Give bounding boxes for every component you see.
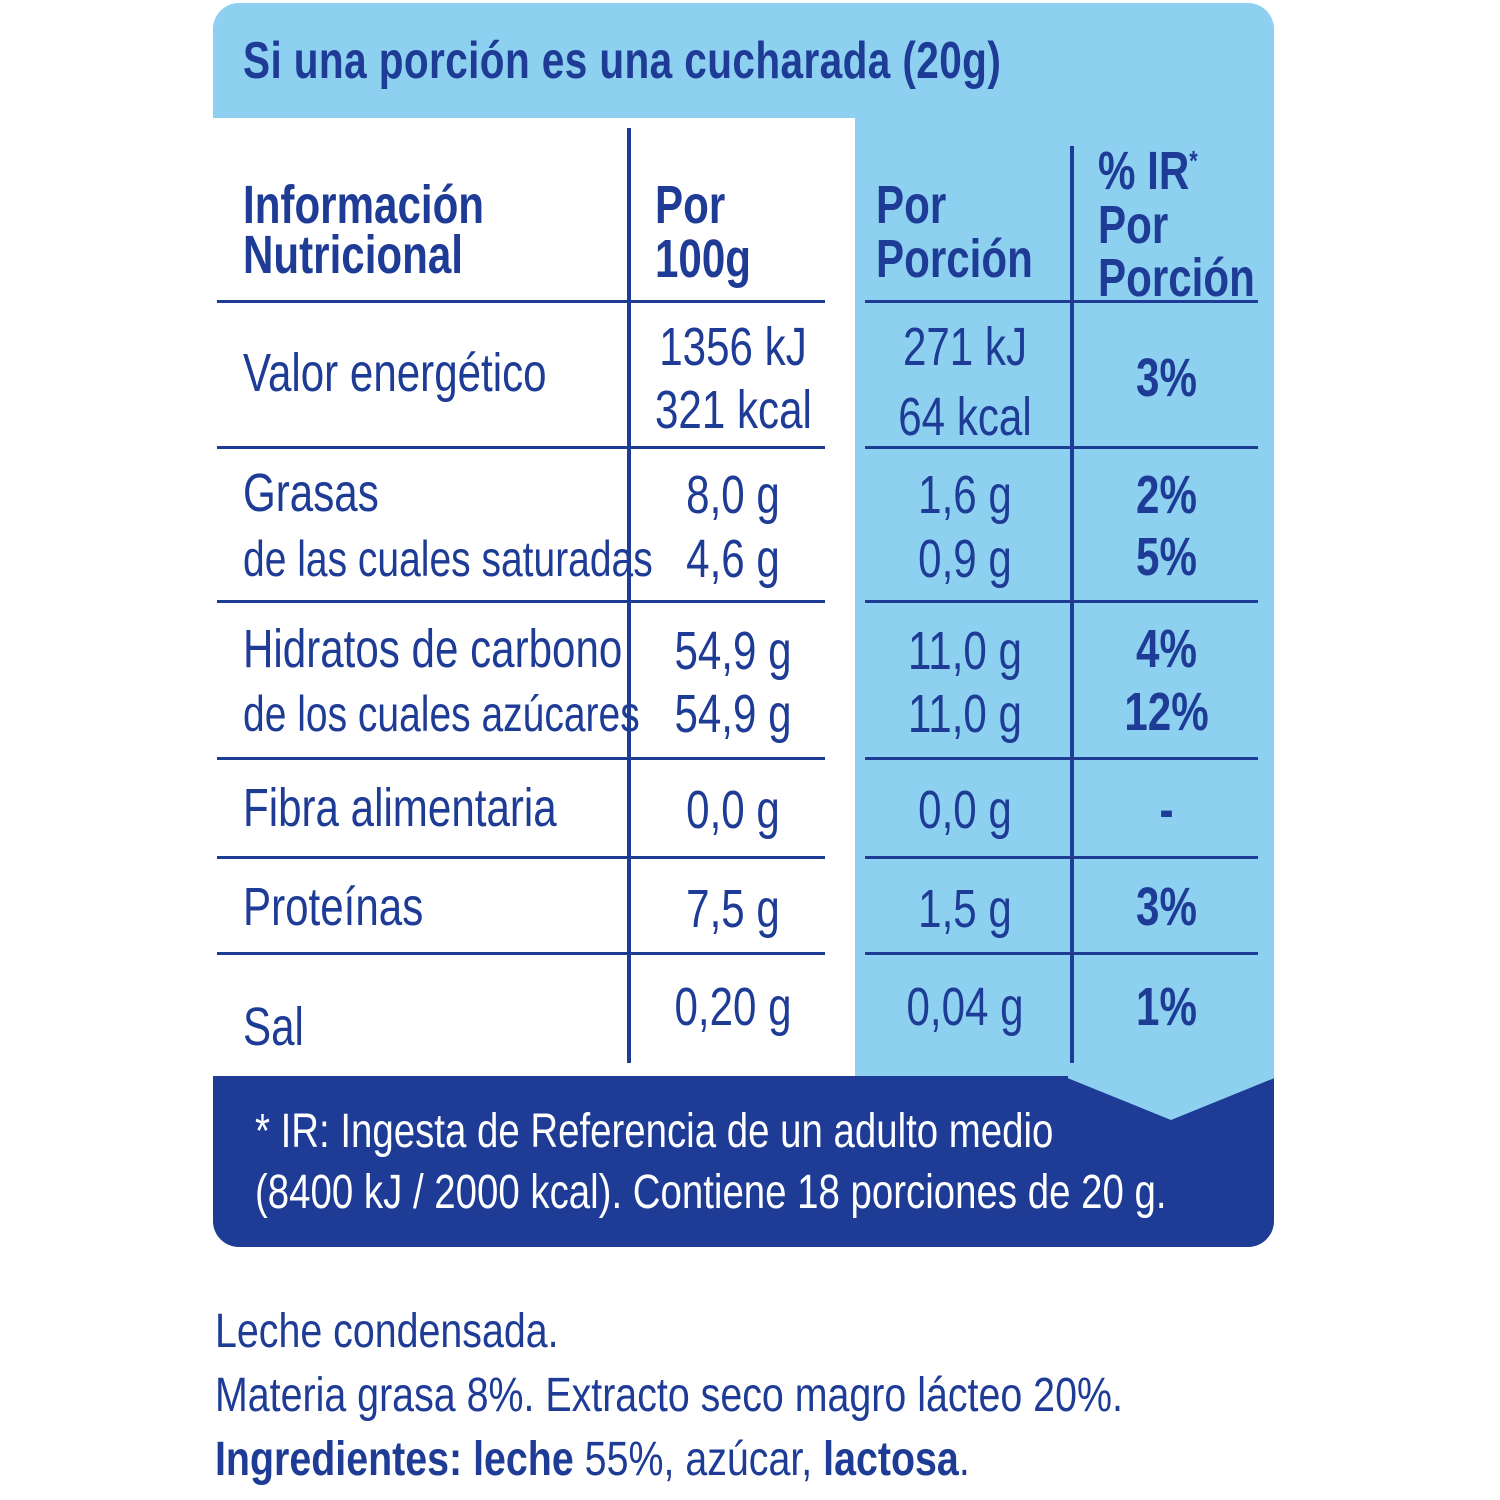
product-description: Leche condensada. Materia grasa 8%. Extr… bbox=[215, 1300, 1123, 1492]
footnote: * IR: Ingesta de Referencia de un adulto… bbox=[255, 1101, 1167, 1223]
rule-fiber-right bbox=[865, 856, 1258, 859]
col-ir-line2: Por bbox=[1098, 195, 1169, 255]
label-fat: Grasas bbox=[243, 463, 379, 523]
rule-header-right bbox=[865, 300, 1258, 303]
rule-carbs bbox=[217, 757, 825, 760]
nutrition-card: Si una porción es una cucharada (20g) In… bbox=[213, 3, 1274, 1247]
rule-carbs-right bbox=[865, 757, 1258, 760]
col-per100-line2: 100g bbox=[655, 229, 752, 289]
col-per100-line1: Por bbox=[655, 175, 726, 235]
protein-per100: 7,5 g bbox=[686, 879, 780, 939]
label-sugars: de los cuales azúcares bbox=[243, 686, 640, 742]
ingredients-label: Ingredientes: bbox=[215, 1433, 463, 1486]
ingredients-end: . bbox=[958, 1433, 970, 1486]
rule-header bbox=[217, 300, 825, 303]
energy-portion-kcal: 64 kcal bbox=[898, 387, 1032, 447]
ingredient-milk: leche bbox=[473, 1433, 574, 1486]
salt-portion: 0,04 g bbox=[906, 977, 1024, 1037]
label-protein: Proteínas bbox=[243, 877, 424, 937]
fat-ir: 2% bbox=[1136, 465, 1197, 525]
fat-per100: 8,0 g bbox=[686, 465, 780, 525]
fiber-per100: 0,0 g bbox=[686, 780, 780, 840]
rule-fat bbox=[217, 600, 825, 603]
ingredient-lactose: lactosa bbox=[823, 1433, 959, 1486]
sugars-per100: 54,9 g bbox=[674, 684, 792, 744]
col-ir-line1: % IR* bbox=[1098, 141, 1198, 201]
protein-portion: 1,5 g bbox=[918, 879, 1012, 939]
salt-per100: 0,20 g bbox=[674, 977, 792, 1037]
label-fiber: Fibra alimentaria bbox=[243, 778, 557, 838]
rule-fat-right bbox=[865, 600, 1258, 603]
saturated-per100: 4,6 g bbox=[686, 529, 780, 589]
footnote-line1: * IR: Ingesta de Referencia de un adulto… bbox=[255, 1105, 1054, 1158]
fiber-ir: - bbox=[1159, 780, 1174, 840]
fiber-portion: 0,0 g bbox=[918, 780, 1012, 840]
energy-per100-kj: 1356 kJ bbox=[659, 317, 807, 377]
divider-info-per100 bbox=[627, 128, 631, 1063]
energy-portion-kj: 271 kJ bbox=[902, 317, 1028, 377]
col-ir-line3: Porción bbox=[1098, 248, 1255, 308]
rule-protein-right bbox=[865, 952, 1258, 955]
sugars-ir: 12% bbox=[1124, 682, 1209, 742]
ir-asterisk: * bbox=[1189, 145, 1198, 176]
label-salt: Sal bbox=[243, 997, 304, 1057]
carbs-ir: 4% bbox=[1136, 619, 1197, 679]
saturated-portion: 0,9 g bbox=[918, 529, 1012, 589]
label-carbs: Hidratos de carbono bbox=[243, 619, 623, 679]
footnote-line2: (8400 kJ / 2000 kcal). Contiene 18 porci… bbox=[255, 1166, 1167, 1219]
energy-per100-kcal: 321 kcal bbox=[655, 380, 812, 440]
fat-portion: 1,6 g bbox=[918, 465, 1012, 525]
footnote-band bbox=[213, 1076, 1274, 1247]
carbs-portion: 11,0 g bbox=[907, 621, 1022, 681]
col-portion-line1: Por bbox=[876, 175, 947, 235]
energy-ir: 3% bbox=[1136, 348, 1197, 408]
divider-portion-ir bbox=[1070, 146, 1074, 1063]
label-energy: Valor energético bbox=[243, 343, 547, 403]
saturated-ir: 5% bbox=[1136, 527, 1197, 587]
salt-ir: 1% bbox=[1136, 977, 1197, 1037]
per-100g-panel bbox=[213, 118, 855, 1078]
col-portion-line2: Porción bbox=[876, 229, 1033, 289]
ingredients-line: Ingredientes: leche 55%, azúcar, lactosa… bbox=[215, 1428, 1123, 1492]
label-saturated: de las cuales saturadas bbox=[243, 531, 653, 587]
rule-fiber bbox=[217, 856, 825, 859]
rule-energy bbox=[217, 446, 825, 449]
rule-energy-right bbox=[865, 446, 1258, 449]
product-name: Leche condensada. bbox=[215, 1305, 559, 1358]
carbs-per100: 54,9 g bbox=[674, 621, 792, 681]
col-info-line2: Nutricional bbox=[243, 225, 463, 285]
protein-ir: 3% bbox=[1136, 877, 1197, 937]
col-info-line1: Información bbox=[243, 175, 485, 235]
serving-header: Si una porción es una cucharada (20g) bbox=[243, 32, 1002, 90]
sugars-portion: 11,0 g bbox=[907, 684, 1022, 744]
ingredient-milk-pct: 55%, azúcar, bbox=[584, 1433, 813, 1486]
product-composition: Materia grasa 8%. Extracto seco magro lá… bbox=[215, 1369, 1123, 1422]
rule-protein bbox=[217, 952, 825, 955]
